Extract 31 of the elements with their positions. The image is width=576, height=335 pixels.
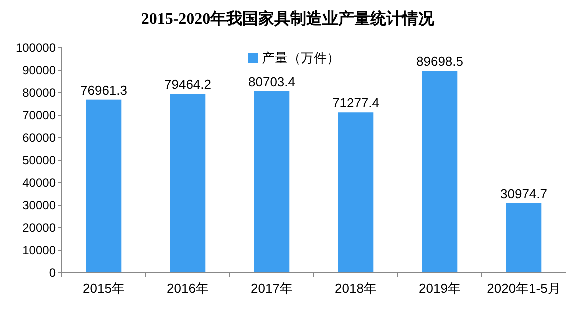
y-tick-label: 50000 (22, 154, 56, 168)
y-tick-label: 70000 (22, 108, 56, 123)
y-tick-label: 100000 (16, 41, 56, 56)
bar (338, 112, 374, 273)
legend-label: 产量（万件） (262, 50, 340, 66)
y-tick-label: 60000 (22, 131, 56, 146)
x-tick-label: 2019年 (419, 281, 461, 296)
x-tick-label: 2015年 (83, 281, 125, 296)
y-tick-label: 20000 (22, 221, 56, 236)
y-tick-label: 80000 (22, 86, 56, 100)
y-tick-label: 0 (49, 266, 56, 280)
x-tick-label: 2018年 (335, 281, 377, 296)
y-tick-label: 40000 (22, 176, 56, 190)
bar (86, 100, 122, 273)
chart-title: 2015-2020年我国家具制造业产量统计情况 (141, 9, 436, 28)
y-tick-label: 30000 (22, 198, 56, 213)
data-label: 76961.3 (80, 82, 128, 98)
bar (506, 203, 542, 273)
data-label: 79464.2 (164, 77, 212, 92)
x-tick-label: 2016年 (167, 281, 209, 296)
bar (422, 71, 458, 273)
x-tick-label: 2020年1-5月 (487, 281, 561, 296)
bar (254, 91, 290, 273)
data-label: 80703.4 (248, 74, 296, 90)
data-label: 30974.7 (500, 186, 548, 202)
data-label: 71277.4 (332, 96, 380, 111)
y-tick-label: 90000 (22, 64, 56, 78)
bar (170, 94, 206, 273)
data-label: 89698.5 (416, 54, 464, 70)
y-tick-label: 10000 (22, 244, 56, 258)
x-tick-label: 2017年 (251, 281, 293, 296)
